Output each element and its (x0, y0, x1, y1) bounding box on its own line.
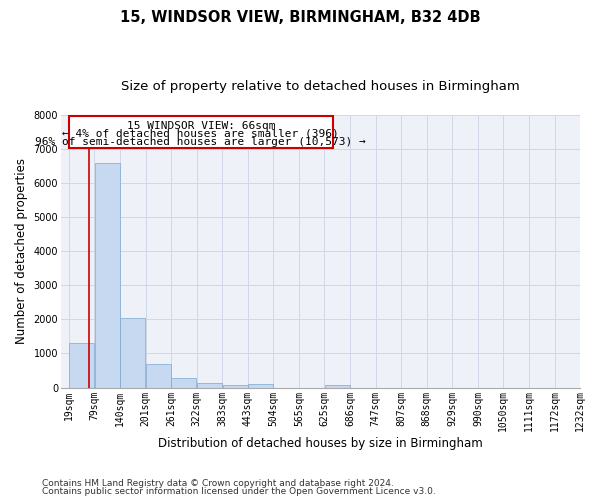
Bar (197, 383, 222, 388)
Text: Contains HM Land Registry data © Crown copyright and database right 2024.: Contains HM Land Registry data © Crown c… (42, 478, 394, 488)
Bar (248, 384, 273, 388)
Text: 15 WINDSOR VIEW: 66sqm: 15 WINDSOR VIEW: 66sqm (127, 121, 275, 131)
Bar (69, 116, 332, 148)
Bar (69, 344, 94, 388)
Title: Size of property relative to detached houses in Birmingham: Size of property relative to detached ho… (121, 80, 520, 93)
Bar (95, 162, 119, 388)
Bar (171, 378, 196, 388)
Text: 15, WINDSOR VIEW, BIRMINGHAM, B32 4DB: 15, WINDSOR VIEW, BIRMINGHAM, B32 4DB (119, 10, 481, 25)
Bar (325, 385, 350, 388)
Text: Contains public sector information licensed under the Open Government Licence v3: Contains public sector information licen… (42, 488, 436, 496)
X-axis label: Distribution of detached houses by size in Birmingham: Distribution of detached houses by size … (158, 437, 483, 450)
Bar (223, 385, 248, 388)
Bar (146, 364, 171, 388)
Text: 96% of semi-detached houses are larger (10,573) →: 96% of semi-detached houses are larger (… (35, 137, 366, 147)
Bar (120, 318, 145, 388)
Y-axis label: Number of detached properties: Number of detached properties (15, 158, 28, 344)
Text: ← 4% of detached houses are smaller (396): ← 4% of detached houses are smaller (396… (62, 129, 339, 139)
